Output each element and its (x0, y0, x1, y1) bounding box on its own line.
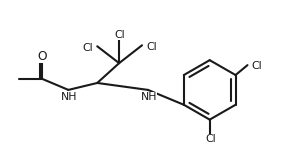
Text: Cl: Cl (205, 134, 216, 144)
Text: Cl: Cl (251, 61, 262, 71)
Text: Cl: Cl (115, 30, 126, 40)
Text: Cl: Cl (82, 43, 93, 53)
Text: O: O (38, 50, 47, 63)
Text: Cl: Cl (147, 42, 157, 52)
Text: NH: NH (141, 92, 157, 102)
Text: NH: NH (61, 92, 78, 102)
